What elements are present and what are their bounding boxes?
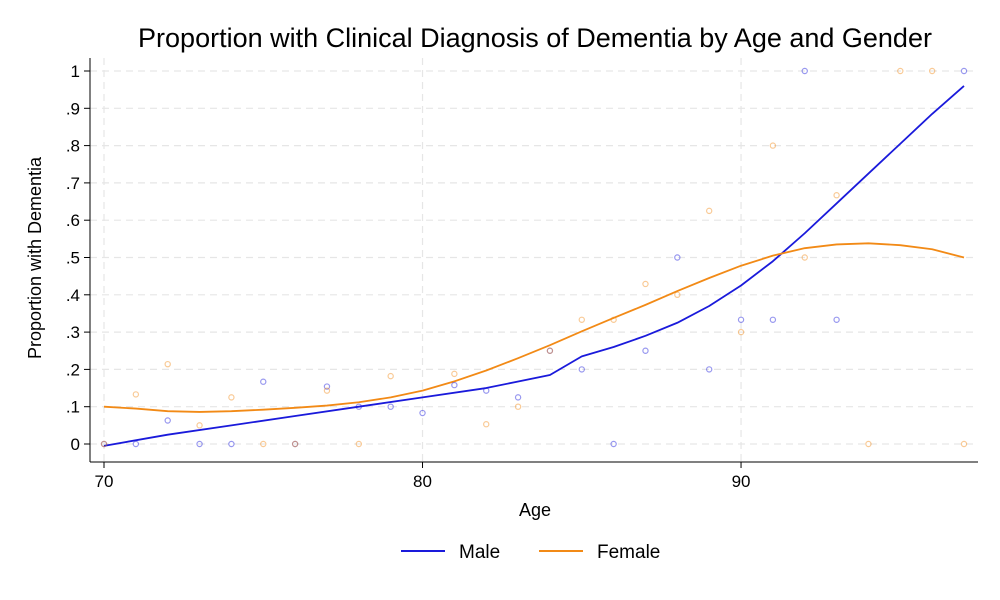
female-data-point bbox=[546, 347, 554, 354]
female-data-point bbox=[355, 440, 363, 448]
series-lines bbox=[103, 85, 965, 447]
chart-title: Proportion with Clinical Diagnosis of De… bbox=[138, 23, 932, 53]
male-data-point bbox=[419, 409, 426, 417]
male-data-point bbox=[801, 67, 808, 75]
male-data-point bbox=[514, 394, 522, 401]
female-data-point bbox=[451, 370, 458, 378]
male-data-point bbox=[642, 347, 649, 354]
male-data-point bbox=[674, 254, 681, 261]
legend-label-male: Male bbox=[459, 542, 500, 563]
female-data-point bbox=[132, 391, 140, 398]
female-data-point bbox=[960, 440, 968, 448]
female-data-point bbox=[323, 387, 331, 394]
male-data-point bbox=[355, 403, 363, 410]
y-tick-label: .3 bbox=[66, 323, 80, 342]
legend-label-female: Female bbox=[597, 542, 660, 563]
y-tick-label: .4 bbox=[66, 286, 80, 305]
male-data-point bbox=[132, 440, 140, 448]
male-data-point bbox=[100, 440, 108, 448]
female-data-point bbox=[228, 394, 235, 401]
y-axis-label: Proportion with Dementia bbox=[25, 156, 45, 359]
male-data-point bbox=[387, 403, 394, 410]
female-data-point bbox=[196, 422, 203, 429]
female-data-point bbox=[801, 254, 808, 261]
female-fitted-line bbox=[103, 242, 965, 413]
female-data-point bbox=[833, 192, 840, 199]
y-tick-label: 0 bbox=[71, 435, 80, 454]
y-tick-label: .8 bbox=[66, 137, 80, 156]
male-data-point bbox=[833, 316, 840, 323]
male-data-point bbox=[164, 417, 171, 424]
y-tick-label: .7 bbox=[66, 174, 80, 193]
female-data-point bbox=[737, 328, 745, 336]
y-tick-label: .9 bbox=[66, 99, 80, 118]
male-data-point bbox=[483, 387, 490, 394]
x-tick-label: 70 bbox=[95, 472, 114, 491]
x-tick-label: 80 bbox=[413, 472, 432, 491]
male-data-point bbox=[260, 378, 267, 385]
x-tick-label: 90 bbox=[732, 472, 751, 491]
female-data-point bbox=[865, 440, 872, 448]
male-data-point bbox=[323, 383, 331, 390]
y-tick-label: .2 bbox=[66, 360, 80, 379]
female-data-point bbox=[100, 440, 108, 448]
male-data-point bbox=[451, 381, 458, 389]
female-data-point bbox=[642, 280, 649, 288]
female-data-point bbox=[610, 316, 617, 323]
gridlines bbox=[90, 58, 978, 462]
plot-area: 0 .1 .2 .3 .4 .5 .6 .7 .8 .9 1 70 80 90 bbox=[66, 58, 978, 491]
male-data-point bbox=[769, 316, 777, 323]
axes: 0 .1 .2 .3 .4 .5 .6 .7 .8 .9 1 70 80 90 bbox=[66, 58, 978, 491]
female-data-point bbox=[483, 421, 490, 428]
female-data-point bbox=[769, 142, 777, 149]
male-fitted-line bbox=[103, 85, 965, 447]
female-data-point bbox=[897, 67, 904, 75]
legend: Male Female bbox=[401, 542, 660, 563]
male-data-point bbox=[960, 67, 968, 75]
series-points bbox=[100, 67, 968, 448]
female-data-point bbox=[705, 207, 713, 215]
female-data-point bbox=[928, 67, 936, 75]
x-axis-label: Age bbox=[519, 500, 551, 520]
male-data-point bbox=[705, 366, 713, 373]
male-data-point bbox=[610, 440, 617, 448]
female-data-point bbox=[514, 403, 522, 410]
male-data-point bbox=[291, 440, 299, 448]
female-data-point bbox=[674, 291, 681, 298]
male-data-point bbox=[578, 366, 585, 373]
y-tick-label: 1 bbox=[71, 62, 80, 81]
female-data-point bbox=[260, 440, 267, 448]
female-data-point bbox=[578, 316, 585, 323]
male-data-point bbox=[546, 347, 554, 354]
male-data-point bbox=[737, 316, 745, 323]
y-tick-label: .6 bbox=[66, 211, 80, 230]
female-data-point bbox=[291, 440, 299, 448]
y-tick-label: .5 bbox=[66, 249, 80, 268]
female-data-point bbox=[164, 360, 171, 368]
y-tick-label: .1 bbox=[66, 398, 80, 417]
female-data-point bbox=[387, 372, 394, 380]
male-data-point bbox=[228, 440, 235, 448]
male-data-point bbox=[196, 440, 203, 448]
